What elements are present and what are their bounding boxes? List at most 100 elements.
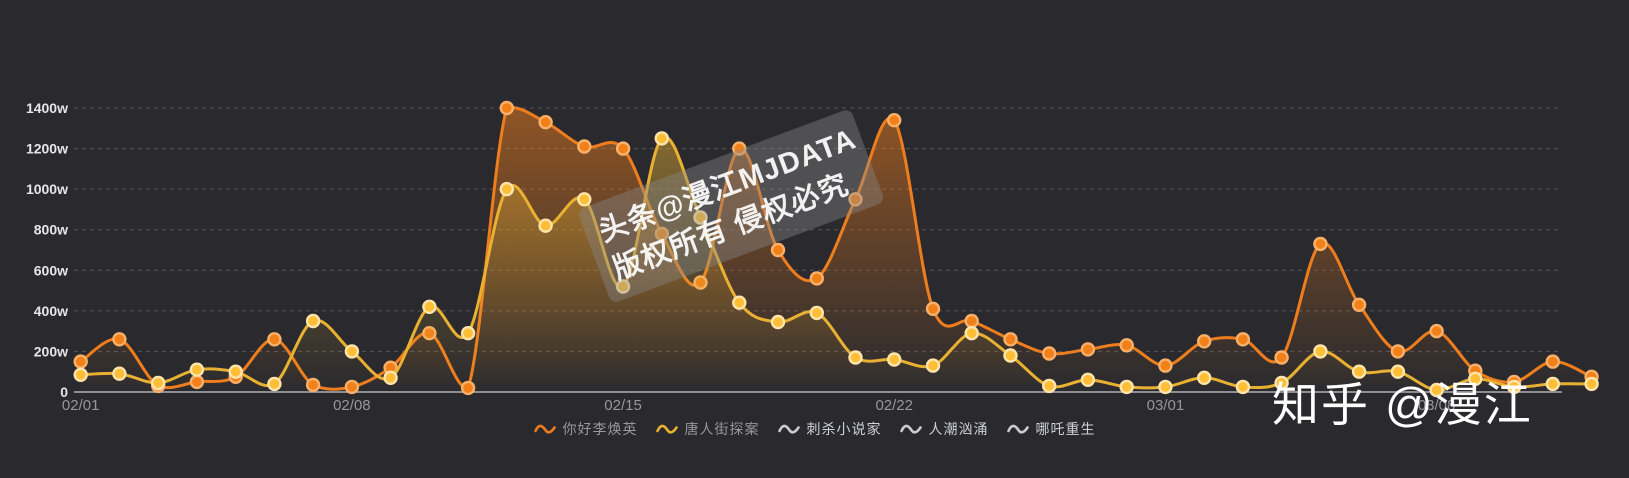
series-0-point-02-19[interactable]	[770, 242, 786, 258]
series-1-point-03-03[interactable]	[1235, 379, 1251, 395]
series-1-point-02-23[interactable]	[925, 358, 941, 373]
series-1-point-02-25[interactable]	[1003, 348, 1018, 363]
series-1-point-02-07[interactable]	[305, 313, 321, 329]
series-1-point-03-05[interactable]	[1313, 344, 1328, 359]
series-1-point-03-06[interactable]	[1351, 364, 1367, 379]
series-1-point-02-26[interactable]	[1041, 378, 1057, 394]
series-1-point-02-22[interactable]	[887, 352, 902, 367]
series-1-point-02-19[interactable]	[770, 314, 786, 330]
legend-label: 你好李焕英	[562, 421, 638, 437]
series-0-point-02-20[interactable]	[809, 271, 824, 286]
x-axis-label-03-01: 03/01	[1147, 397, 1185, 414]
series-0-point-03-06[interactable]	[1351, 297, 1367, 312]
legend-item-2[interactable]: 刺杀小说家	[777, 419, 882, 439]
series-1-point-02-10[interactable]	[422, 299, 437, 314]
series-0-point-02-23[interactable]	[925, 301, 941, 316]
y-axis-label-1200w: 1200w	[26, 141, 68, 157]
series-0-point-02-28[interactable]	[1119, 338, 1134, 353]
series-0-point-02-02[interactable]	[112, 332, 127, 347]
series-0-area	[80, 107, 1592, 392]
series-1-point-03-12[interactable]	[1584, 376, 1599, 392]
series-1-point-02-15[interactable]	[615, 279, 631, 294]
y-axis-label-800w: 800w	[34, 222, 68, 238]
series-0-point-02-24[interactable]	[964, 313, 979, 329]
series-1-point-02-17[interactable]	[693, 210, 708, 225]
series-0-point-02-12[interactable]	[499, 100, 514, 116]
series-1-point-03-10[interactable]	[1506, 379, 1522, 395]
legend-line-icon	[1006, 424, 1029, 434]
series-1-point-03-02[interactable]	[1196, 370, 1212, 385]
series-1-point-02-21[interactable]	[848, 350, 863, 365]
series-1-point-03-04[interactable]	[1274, 375, 1289, 391]
series-0-point-02-18[interactable]	[732, 141, 747, 156]
series-0-point-02-22[interactable]	[887, 112, 902, 128]
x-axis-label-02-22: 02/22	[875, 397, 913, 414]
series-1-point-02-27[interactable]	[1080, 372, 1096, 387]
series-1-point-03-07[interactable]	[1390, 364, 1406, 379]
x-axis-label-02-01: 02/01	[62, 397, 100, 414]
series-1-point-02-01[interactable]	[73, 367, 88, 382]
series-0-point-03-01[interactable]	[1158, 358, 1173, 373]
series-1-point-03-11[interactable]	[1545, 376, 1561, 392]
series-0-point-02-27[interactable]	[1080, 342, 1096, 357]
series-1-area	[80, 137, 1592, 392]
series-1-point-02-02[interactable]	[112, 366, 127, 381]
legend-item-0[interactable]: 你好李焕英	[533, 419, 638, 439]
series-1-point-02-12[interactable]	[499, 181, 514, 197]
series-0-point-02-14[interactable]	[577, 139, 592, 154]
legend-item-1[interactable]: 唐人街探案	[655, 419, 760, 439]
series-0-point-03-02[interactable]	[1196, 334, 1212, 349]
series-0-point-02-01[interactable]	[73, 354, 88, 369]
series-0-point-03-05[interactable]	[1313, 236, 1328, 252]
series-1-point-02-13[interactable]	[538, 218, 553, 233]
legend-item-4[interactable]: 哪吒重生	[1006, 419, 1096, 439]
legend-label: 唐人街探案	[684, 421, 760, 437]
series-1-point-03-09[interactable]	[1468, 371, 1483, 386]
series-0-point-03-04[interactable]	[1274, 350, 1289, 365]
legend-label: 哪吒重生	[1035, 421, 1096, 437]
series-0-point-02-21[interactable]	[848, 192, 863, 207]
series-0-point-02-13[interactable]	[538, 114, 553, 130]
series-1-point-02-24[interactable]	[964, 326, 979, 341]
series-1-point-02-20[interactable]	[809, 305, 824, 321]
series-0-point-02-15[interactable]	[615, 141, 631, 156]
series-1-point-02-11[interactable]	[460, 326, 476, 341]
legend-line-icon	[899, 424, 922, 434]
series-1-point-02-09[interactable]	[383, 370, 398, 385]
x-axis-label-02-15: 02/15	[604, 397, 642, 414]
watermark-zhihu: 知乎 @漫江	[1272, 378, 1533, 431]
series-0-point-03-03[interactable]	[1235, 332, 1251, 347]
series-1-point-02-06[interactable]	[267, 376, 282, 392]
series-1-point-03-01[interactable]	[1158, 379, 1173, 395]
series-1-point-02-16[interactable]	[654, 131, 669, 146]
series-1-point-02-05[interactable]	[228, 364, 243, 379]
series-1-point-02-18[interactable]	[732, 295, 747, 310]
series-0-point-02-25[interactable]	[1003, 332, 1018, 347]
series-1-point-02-04[interactable]	[189, 362, 205, 377]
legend: 你好李焕英 唐人街探案 刺杀小说家 人潮汹涌 哪吒重生	[0, 419, 1629, 439]
y-axis-label-0: 0	[60, 384, 68, 400]
series-1-point-02-14[interactable]	[577, 192, 592, 207]
y-axis-label-600w: 600w	[34, 262, 68, 278]
series-0-point-03-11[interactable]	[1545, 354, 1561, 369]
legend-line-icon	[533, 424, 556, 434]
series-1-point-02-03[interactable]	[150, 375, 166, 391]
series-0-point-02-06[interactable]	[267, 332, 282, 347]
series-1-point-03-08[interactable]	[1429, 382, 1444, 398]
series-0-point-03-07[interactable]	[1390, 344, 1406, 359]
legend-label: 刺杀小说家	[806, 421, 882, 437]
y-axis-label-1400w: 1400w	[26, 100, 68, 116]
y-axis-label-400w: 400w	[34, 303, 68, 319]
x-axis-label-02-08: 02/08	[333, 397, 371, 414]
series-1-point-02-08[interactable]	[344, 344, 360, 359]
x-axis-label-03-08: 03/08	[1418, 397, 1456, 414]
y-axis-label-1000w: 1000w	[26, 181, 68, 197]
y-axis-label-200w: 200w	[34, 343, 68, 359]
series-1-point-02-28[interactable]	[1119, 379, 1134, 395]
legend-label: 人潮汹涌	[928, 421, 989, 437]
series-0-point-02-26[interactable]	[1041, 346, 1057, 361]
legend-item-3[interactable]: 人潮汹涌	[899, 419, 989, 439]
series-0-point-03-08[interactable]	[1429, 323, 1444, 339]
